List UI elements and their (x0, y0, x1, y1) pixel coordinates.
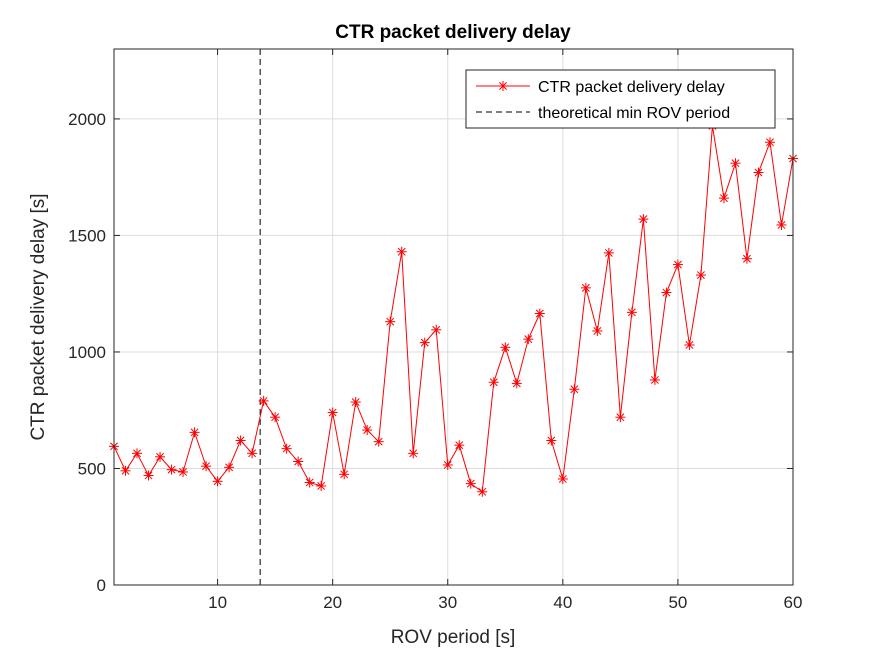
data-point (431, 324, 442, 335)
y-tick-label: 500 (78, 459, 106, 478)
data-point (684, 339, 695, 350)
data-point (166, 464, 177, 475)
data-point (672, 259, 683, 270)
data-point (120, 465, 131, 476)
legend-asterisk-marker (498, 81, 508, 91)
data-point (638, 214, 649, 225)
data-point (730, 158, 741, 169)
x-tick-label: 50 (668, 593, 687, 612)
data-point (339, 469, 350, 480)
data-point (741, 253, 752, 264)
data-point (143, 470, 154, 481)
data-point (419, 337, 430, 348)
data-point (178, 466, 189, 477)
data-point (293, 456, 304, 467)
x-tick-label: 30 (438, 593, 457, 612)
data-point (189, 427, 200, 438)
x-tick-label: 60 (784, 593, 803, 612)
data-point (557, 473, 568, 484)
data-point (511, 378, 522, 389)
x-tick-label: 20 (323, 593, 342, 612)
data-point (224, 462, 235, 473)
data-point (695, 270, 706, 281)
data-point (408, 448, 419, 459)
data-point (488, 377, 499, 388)
data-point (477, 486, 488, 497)
data-point (373, 436, 384, 447)
data-point (350, 397, 361, 408)
data-point (212, 476, 223, 487)
data-point (764, 137, 775, 148)
data-point (626, 307, 637, 318)
x-tick-label: 10 (208, 593, 227, 612)
data-point (247, 448, 258, 459)
data-point (304, 477, 315, 488)
data-point (396, 246, 407, 257)
legend: CTR packet delivery delay theoretical mi… (465, 69, 776, 129)
data-series (109, 120, 798, 497)
data-point (603, 247, 614, 258)
data-point (132, 448, 143, 459)
data-point (201, 461, 212, 472)
axis-ticks (114, 49, 794, 586)
x-axis-label: ROV period [s] (391, 627, 516, 648)
plot-area (114, 49, 793, 585)
data-point (235, 435, 246, 446)
data-point (258, 395, 269, 406)
data-point (649, 374, 660, 385)
tick-labels: 10 20 30 40 50 60 0 500 1000 1500 2000 (68, 110, 802, 612)
data-point (592, 325, 603, 336)
data-point (776, 219, 787, 230)
y-axis-label: CTR packet delivery delay [s] (28, 193, 49, 440)
data-point (281, 443, 292, 454)
legend-entry-series: CTR packet delivery delay (538, 79, 725, 96)
data-point (465, 478, 476, 489)
data-point (385, 316, 396, 327)
legend-box (465, 69, 776, 129)
legend-marker-asterisk (498, 81, 508, 91)
x-tick-label: 40 (553, 593, 572, 612)
data-point (155, 451, 166, 462)
data-point (500, 342, 511, 353)
data-point (753, 167, 764, 178)
data-point (316, 480, 327, 491)
data-point (661, 287, 672, 298)
data-point (718, 193, 729, 204)
data-point (534, 308, 545, 319)
data-point (442, 459, 453, 470)
data-point (580, 282, 591, 293)
data-point (615, 412, 626, 423)
data-point (362, 425, 373, 436)
legend-entry-reference: theoretical min ROV period (538, 105, 730, 122)
y-tick-label: 2000 (68, 110, 106, 129)
plot-frame (113, 48, 794, 586)
data-point (523, 334, 534, 345)
data-point (546, 435, 557, 446)
data-point (569, 384, 580, 395)
y-tick-label: 1500 (68, 226, 106, 245)
y-tick-label: 0 (97, 576, 106, 595)
data-point (454, 440, 465, 451)
data-point (270, 412, 281, 423)
y-tick-label: 1000 (68, 343, 106, 362)
data-point (327, 407, 338, 418)
chart-title: CTR packet delivery delay (335, 22, 571, 43)
